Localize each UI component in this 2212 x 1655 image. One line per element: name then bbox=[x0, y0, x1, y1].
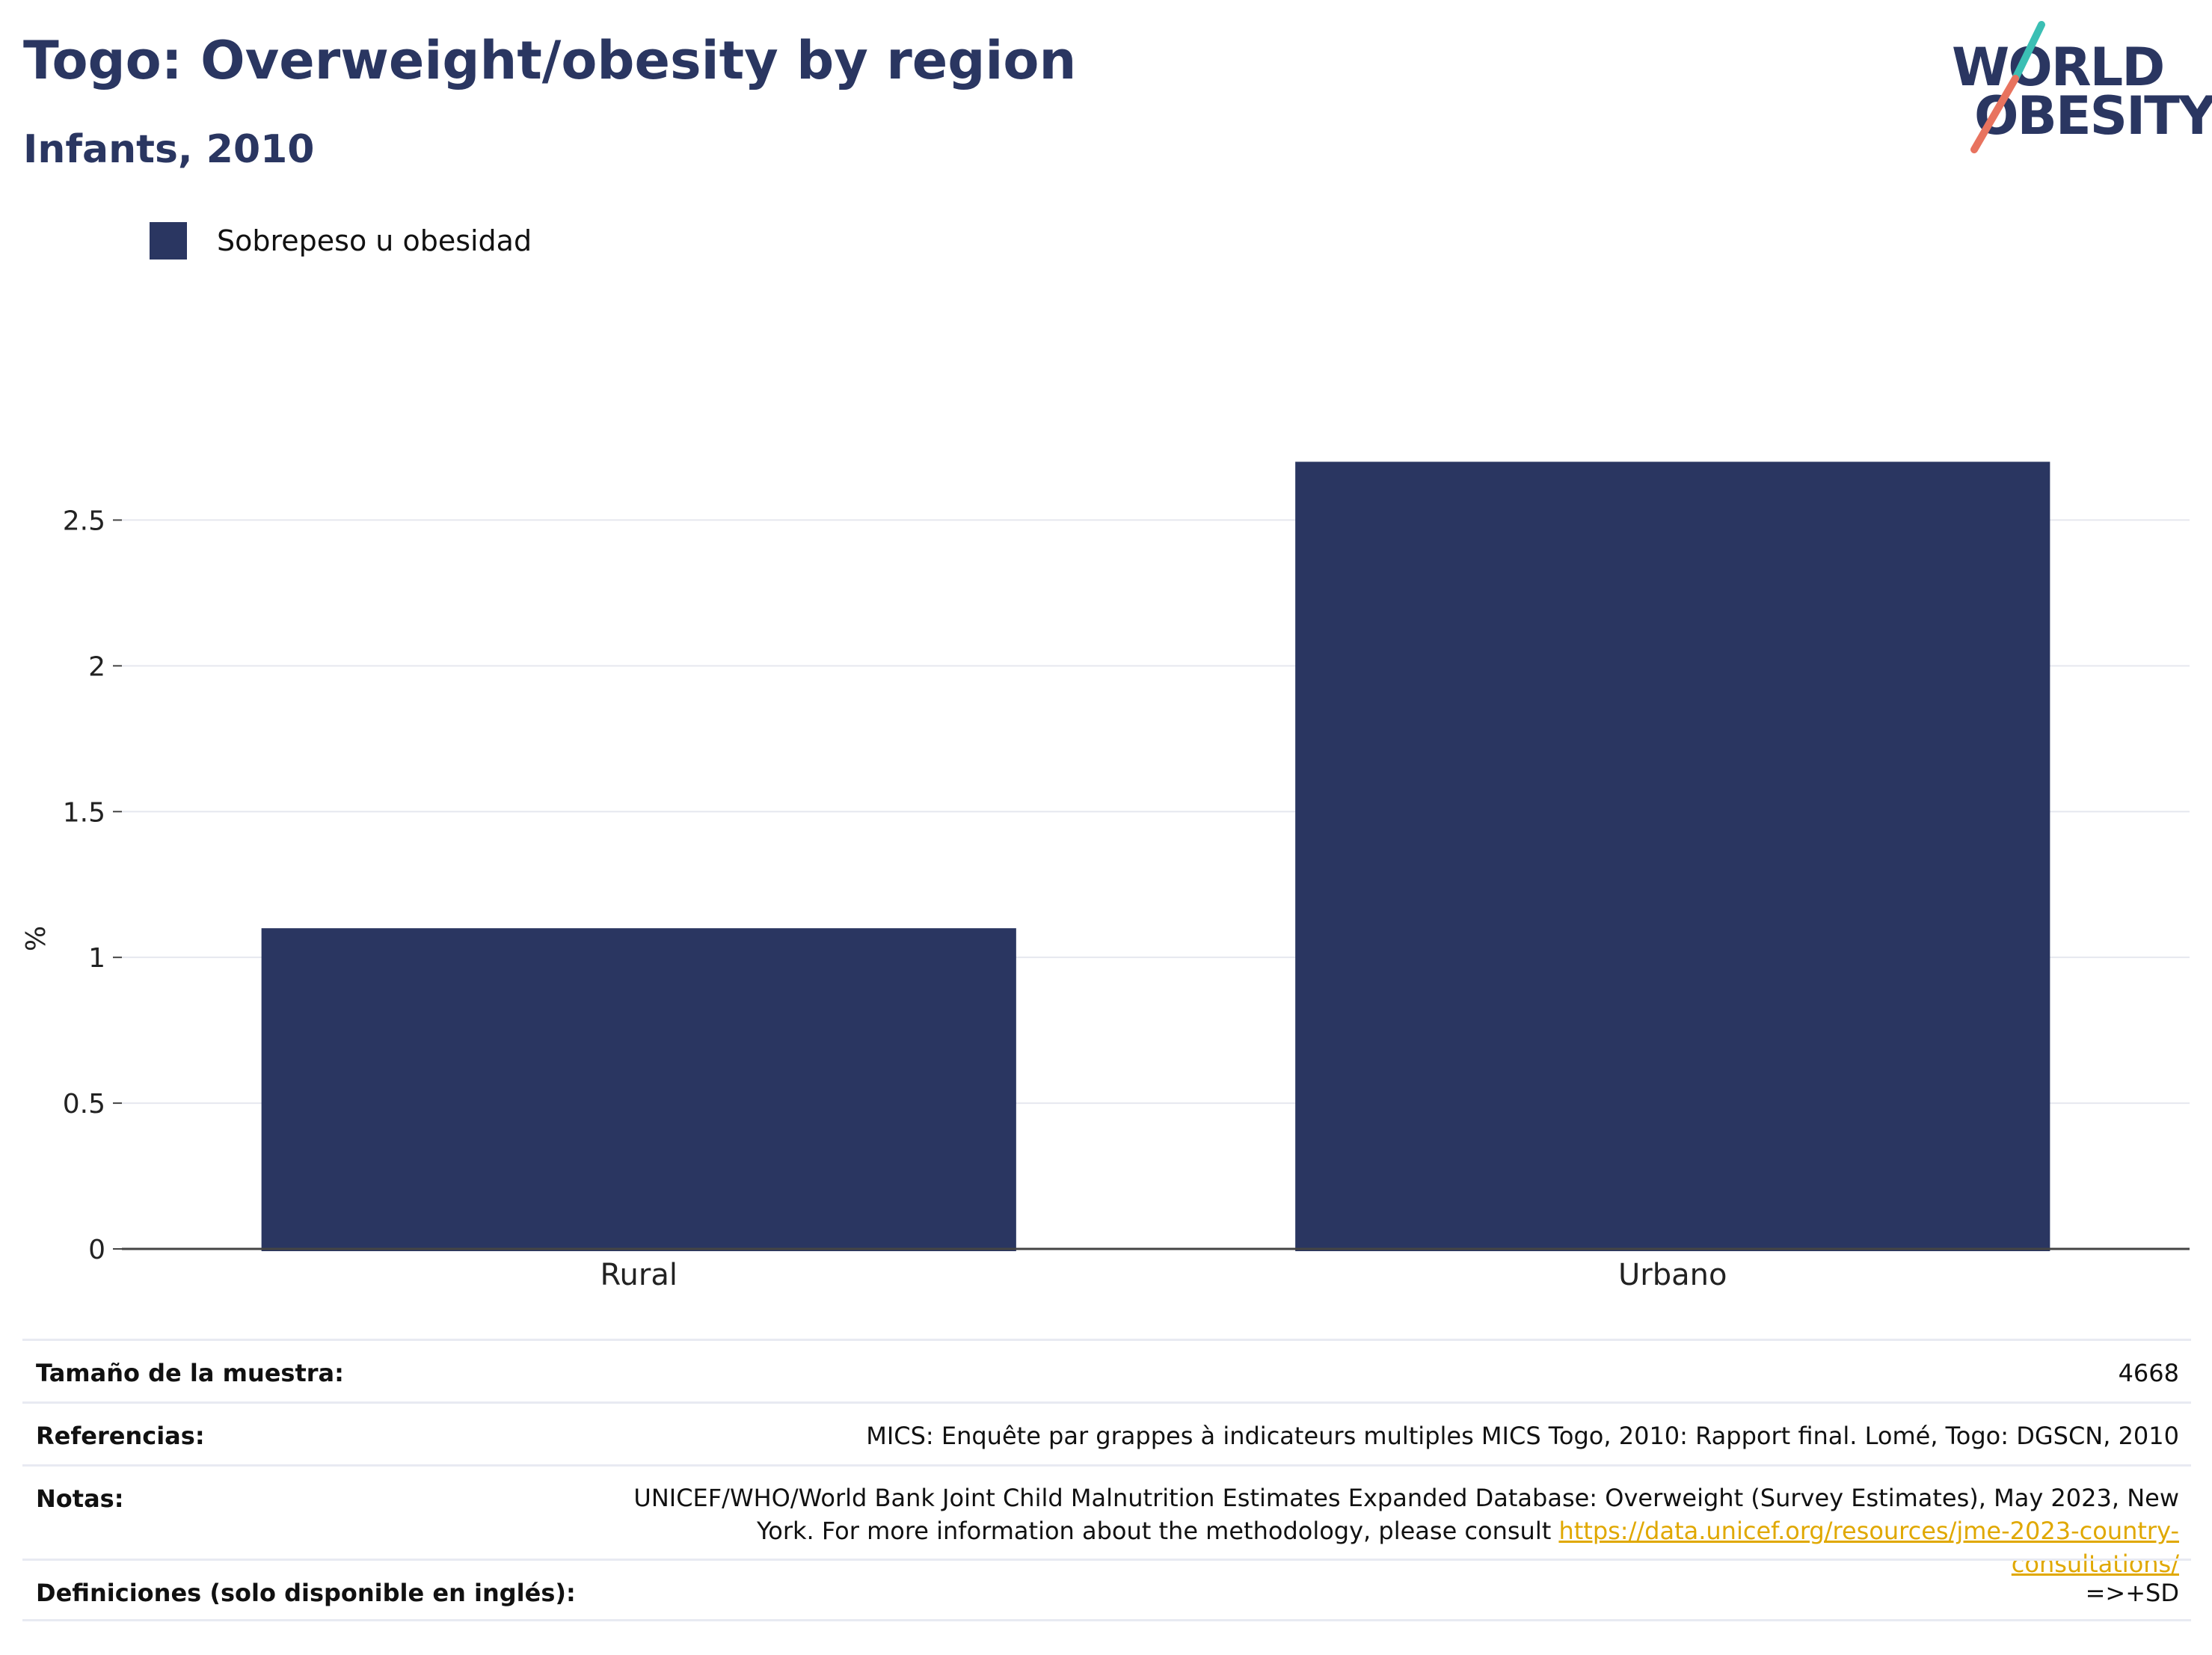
chart-footer: Tamaño de la muestra: 4668 Referencias: … bbox=[22, 1339, 2191, 1621]
logo-line-2: OBESITY bbox=[1974, 85, 2212, 147]
chart-subtitle: Infants, 2010 bbox=[23, 127, 315, 172]
x-tick-label: Rural bbox=[600, 1258, 678, 1292]
y-tick-label: 1 bbox=[88, 943, 105, 974]
definitions-label: Definiciones (solo disponible en inglés)… bbox=[36, 1579, 576, 1607]
legend-swatch bbox=[150, 222, 187, 260]
x-axis-labels: Rural Urbano bbox=[600, 1258, 1727, 1292]
methodology-link[interactable]: https://data.unicef.org/resources/jme-20… bbox=[1558, 1517, 2179, 1578]
y-tick-label: 2 bbox=[88, 651, 105, 682]
world-obesity-logo[interactable]: WORLD OBESITY bbox=[1952, 19, 2212, 161]
footer-row-references: Referencias: MICS: Enquête par grappes à… bbox=[22, 1401, 2191, 1464]
chart-title: Togo: Overweight/obesity by region bbox=[23, 30, 1077, 91]
y-tick-label: 0.5 bbox=[63, 1089, 105, 1120]
bar-rural[interactable] bbox=[261, 928, 1016, 1251]
y-axis-title: % bbox=[21, 926, 52, 951]
definitions-value: =>+SD bbox=[2085, 1579, 2179, 1607]
footer-row-sample-size: Tamaño de la muestra: 4668 bbox=[22, 1339, 2191, 1401]
notes-text: UNICEF/WHO/World Bank Joint Child Malnut… bbox=[633, 1484, 2179, 1545]
notes-label: Notas: bbox=[36, 1484, 124, 1513]
legend-label: Sobrepeso u obesidad bbox=[217, 224, 532, 257]
y-tick-label: 0 bbox=[88, 1235, 105, 1265]
sample-size-value: 4668 bbox=[2118, 1359, 2179, 1387]
logo-slash-icon bbox=[1970, 21, 2045, 153]
bars bbox=[261, 461, 2050, 1251]
sample-size-label: Tamaño de la muestra: bbox=[36, 1359, 344, 1387]
footer-row-definitions: Definiciones (solo disponible en inglés)… bbox=[22, 1559, 2191, 1621]
notes-value: UNICEF/WHO/World Bank Joint Child Malnut… bbox=[609, 1481, 2179, 1580]
references-label: Referencias: bbox=[36, 1422, 205, 1450]
y-tick-label: 2.5 bbox=[63, 506, 105, 536]
y-axis-ticks: 0 0.5 1 1.5 2 2.5 bbox=[63, 506, 122, 1265]
y-tick-label: 1.5 bbox=[63, 797, 105, 828]
legend[interactable]: Sobrepeso u obesidad bbox=[150, 222, 532, 260]
logo-line-1: WORLD bbox=[1952, 37, 2165, 98]
bar-urbano[interactable] bbox=[1295, 461, 2050, 1251]
bar-chart: 0 0.5 1 1.5 2 2.5 Rural Urbano % bbox=[21, 461, 2190, 1292]
references-value: MICS: Enquête par grappes à indicateurs … bbox=[866, 1422, 2179, 1450]
x-tick-label: Urbano bbox=[1618, 1258, 1727, 1292]
footer-row-notes: Notas: UNICEF/WHO/World Bank Joint Child… bbox=[22, 1464, 2191, 1578]
